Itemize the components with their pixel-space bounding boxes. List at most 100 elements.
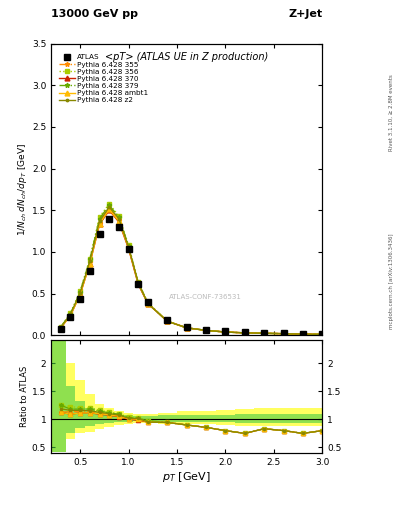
Bar [235,414,255,423]
Bar [85,394,95,432]
ATLAS [107,216,112,222]
Pythia 6.428 ambt1 [126,245,131,251]
Pythia 6.428 356 [68,310,73,316]
Bar [312,408,332,426]
Pythia 6.428 379 [68,311,73,317]
Pythia 6.428 ambt1 [97,221,102,227]
Pythia 6.428 355 [136,281,141,287]
Pythia 6.428 355 [88,259,92,265]
ATLAS [97,230,102,237]
Bar [85,408,95,426]
Pythia 6.428 356 [107,201,112,207]
Pythia 6.428 ambt1 [68,312,73,318]
Pythia 6.428 379 [223,329,228,335]
Pythia 6.428 z2 [165,318,170,324]
Pythia 6.428 ambt1 [184,325,189,331]
Pythia 6.428 ambt1 [242,330,247,336]
Pythia 6.428 ambt1 [281,331,286,337]
Pythia 6.428 370 [262,330,266,336]
Pythia 6.428 356 [88,255,92,262]
Pythia 6.428 356 [165,318,170,324]
Pythia 6.428 355 [117,217,121,223]
Bar [75,401,85,428]
Pythia 6.428 370 [88,261,92,267]
Bar [196,415,216,421]
Pythia 6.428 379 [145,300,150,306]
Pythia 6.428 355 [97,220,102,226]
Pythia 6.428 370 [136,282,141,288]
Pythia 6.428 355 [301,331,305,337]
Pythia 6.428 370 [68,312,73,318]
Text: 13000 GeV pp: 13000 GeV pp [51,9,138,19]
ATLAS [88,268,92,274]
Pythia 6.428 ambt1 [78,291,83,297]
Pythia 6.428 ambt1 [301,331,305,337]
Pythia 6.428 356 [136,279,141,285]
Bar [51,340,66,452]
Bar [255,414,274,423]
Pythia 6.428 370 [165,318,170,324]
Text: ATLAS-CONF-736531: ATLAS-CONF-736531 [169,294,242,301]
ATLAS [320,331,325,337]
Pythia 6.428 356 [97,214,102,220]
Pythia 6.428 z2 [68,311,73,317]
Pythia 6.428 379 [320,331,325,337]
Text: mcplots.cern.ch [arXiv:1306.3436]: mcplots.cern.ch [arXiv:1306.3436] [389,234,393,329]
Pythia 6.428 355 [281,331,286,337]
ATLAS [117,224,121,230]
Pythia 6.428 379 [107,202,112,208]
Pythia 6.428 ambt1 [145,301,150,307]
Bar [274,414,293,423]
Pythia 6.428 z2 [78,290,83,296]
Bar [105,414,114,423]
Pythia 6.428 370 [107,207,112,214]
Pythia 6.428 z2 [88,258,92,264]
Pythia 6.428 370 [184,325,189,331]
Line: Pythia 6.428 ambt1: Pythia 6.428 ambt1 [58,207,325,337]
Pythia 6.428 356 [301,331,305,337]
ATLAS [136,281,141,287]
Bar [66,386,75,433]
Pythia 6.428 z2 [97,218,102,224]
Pythia 6.428 z2 [184,325,189,331]
Pythia 6.428 370 [204,327,208,333]
Pythia 6.428 370 [301,331,305,337]
Bar [235,409,255,426]
Line: Pythia 6.428 355: Pythia 6.428 355 [58,206,325,337]
Text: Rivet 3.1.10, ≥ 2.8M events: Rivet 3.1.10, ≥ 2.8M events [389,74,393,151]
Pythia 6.428 355 [320,331,325,337]
Pythia 6.428 355 [107,205,112,211]
Pythia 6.428 ambt1 [59,325,63,331]
Pythia 6.428 z2 [145,301,150,307]
Pythia 6.428 379 [204,327,208,333]
Pythia 6.428 356 [320,331,325,337]
Pythia 6.428 ambt1 [204,327,208,333]
Pythia 6.428 379 [165,318,170,324]
Pythia 6.428 379 [184,325,189,331]
Bar [95,403,105,429]
Pythia 6.428 355 [242,330,247,336]
Line: ATLAS: ATLAS [58,216,325,337]
Bar [177,412,196,424]
Bar [124,415,133,421]
ATLAS [242,329,247,335]
Bar [143,416,158,421]
Text: Z+Jet: Z+Jet [288,9,322,19]
Pythia 6.428 370 [320,331,325,337]
Pythia 6.428 355 [262,330,266,336]
Bar [124,413,133,424]
Pythia 6.428 356 [78,288,83,294]
Pythia 6.428 ambt1 [117,218,121,224]
Pythia 6.428 356 [117,213,121,219]
Bar [216,410,235,425]
Bar [95,412,105,424]
ATLAS [301,331,305,337]
Bar [293,408,312,426]
Pythia 6.428 370 [223,329,228,335]
Pythia 6.428 356 [145,300,150,306]
ATLAS [262,330,266,336]
Pythia 6.428 379 [88,257,92,263]
Pythia 6.428 379 [281,331,286,337]
Pythia 6.428 370 [78,291,83,297]
Pythia 6.428 z2 [301,331,305,337]
